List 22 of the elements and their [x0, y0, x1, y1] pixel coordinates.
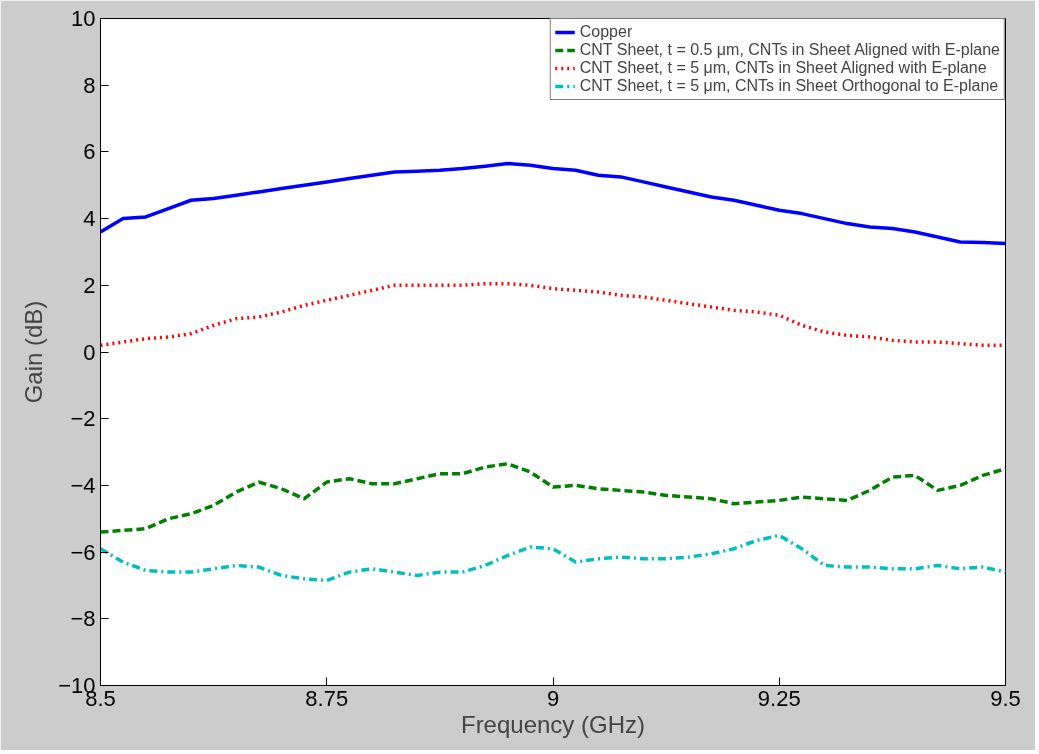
line-series: [100, 533, 1006, 583]
y-tick-label: 0: [83, 339, 96, 365]
y-tick-label: 2: [83, 272, 96, 298]
y-tick-label: −2: [70, 406, 96, 432]
x-tick-label: 9.5: [990, 685, 1021, 711]
y-axis-title: Gain (dB): [20, 300, 48, 404]
x-axis-title: Frequency (GHz): [460, 710, 646, 738]
legend-label: Copper: [579, 23, 633, 41]
x-tick-label: 9: [546, 685, 560, 711]
y-tick-label: −6: [70, 539, 96, 565]
y-tick-label: −8: [70, 606, 96, 632]
y-tick-label: 4: [83, 206, 96, 232]
y-tick-label: −4: [70, 472, 96, 498]
y-tick-label: 10: [71, 6, 96, 31]
legend-label: CNT Sheet, t = 5 μm, CNTs in Sheet Orthogonal to E-plane: [579, 77, 999, 95]
line-series: [100, 161, 1006, 246]
legend-label: CNT Sheet, t = 5 μm, CNTs in Sheet Aligned with E-plane: [579, 59, 987, 77]
y-tick-label: 8: [83, 72, 96, 98]
legend-label: CNT Sheet, t = 0.5 μm, CNTs in Sheet Aligned with E-plane: [579, 41, 1000, 59]
x-tick-label: 9.25: [757, 685, 801, 711]
x-tick-label: 8.75: [305, 685, 349, 711]
y-tick-label: 6: [83, 139, 96, 165]
